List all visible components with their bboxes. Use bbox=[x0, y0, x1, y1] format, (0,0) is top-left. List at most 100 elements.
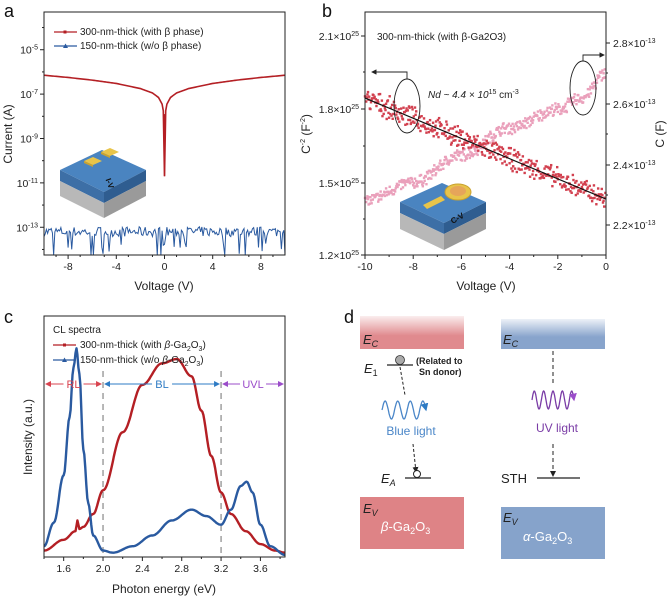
data-point-c-2 bbox=[377, 100, 380, 104]
data-point-c-2 bbox=[557, 172, 560, 176]
data-point-c-2 bbox=[422, 123, 425, 127]
data-point-c-2 bbox=[411, 108, 414, 111]
data-point-c bbox=[542, 116, 545, 119]
data-point-c bbox=[414, 185, 417, 188]
data-point-c bbox=[579, 96, 582, 99]
x-tick-label-a: -4 bbox=[112, 261, 121, 273]
data-point-c bbox=[562, 105, 565, 109]
data-point-c-2 bbox=[542, 176, 546, 180]
data-point-c bbox=[418, 174, 422, 177]
data-point-c bbox=[402, 179, 406, 182]
data-point-c-2 bbox=[601, 194, 604, 197]
data-point-c bbox=[448, 161, 451, 164]
data-point-c bbox=[422, 181, 425, 185]
data-point-c bbox=[380, 198, 383, 201]
data-point-c-2 bbox=[585, 179, 588, 183]
data-point-c-2 bbox=[572, 178, 575, 182]
data-point-c-2 bbox=[503, 160, 506, 163]
transition-dashed-2 bbox=[412, 443, 419, 473]
data-point-c-2 bbox=[575, 179, 578, 183]
data-point-c-2 bbox=[502, 152, 506, 156]
data-point-c-2 bbox=[404, 123, 407, 126]
data-point-c bbox=[516, 128, 520, 131]
x-tick-label-b: -8 bbox=[409, 261, 418, 273]
data-point-c bbox=[399, 180, 402, 183]
data-point-c bbox=[415, 179, 418, 183]
data-point-c-2 bbox=[424, 127, 428, 131]
data-point-c-2 bbox=[595, 203, 598, 206]
data-point-c-2 bbox=[405, 122, 409, 126]
data-point-c bbox=[546, 113, 550, 117]
data-point-c-2 bbox=[382, 112, 385, 116]
data-point-c bbox=[513, 128, 516, 132]
panel-label-a: a bbox=[4, 1, 15, 21]
hole-icon bbox=[413, 470, 421, 478]
data-point-c bbox=[380, 194, 384, 198]
data-point-c bbox=[502, 126, 506, 130]
data-point-c bbox=[573, 93, 576, 96]
data-point-c bbox=[522, 119, 525, 123]
legend-c: 300-nm-thick (with β-Ga2O3) 150-nm-thick… bbox=[53, 340, 206, 368]
data-point-c bbox=[423, 179, 426, 182]
data-point-c bbox=[523, 124, 526, 128]
ylabel-a: Current (A) bbox=[1, 104, 15, 163]
x-tick-label-b: -6 bbox=[457, 261, 466, 273]
data-point-c-2 bbox=[427, 130, 431, 134]
data-point-c bbox=[577, 93, 580, 97]
data-point-c-2 bbox=[495, 143, 499, 146]
data-point-c-2 bbox=[408, 106, 411, 109]
data-point-c-2 bbox=[574, 193, 578, 197]
data-point-c-2 bbox=[600, 187, 603, 191]
data-point-c-2 bbox=[533, 164, 537, 168]
y-tick-label-b-right: 2.8×10-13 bbox=[613, 38, 656, 50]
data-point-c bbox=[548, 111, 551, 115]
data-point-c bbox=[554, 105, 558, 108]
data-point-c-2 bbox=[569, 190, 572, 193]
data-point-c bbox=[392, 188, 395, 192]
data-point-c-2 bbox=[427, 127, 430, 130]
data-point-c-2 bbox=[414, 113, 417, 116]
data-point-c-2 bbox=[560, 176, 563, 179]
data-point-c bbox=[498, 132, 502, 136]
data-point-c-2 bbox=[487, 156, 491, 159]
data-point-c-2 bbox=[486, 149, 489, 152]
data-point-c-2 bbox=[472, 135, 476, 138]
data-point-c-2 bbox=[448, 135, 452, 138]
data-point-c-2 bbox=[419, 129, 422, 133]
x-tick-label-a: 0 bbox=[162, 261, 168, 273]
data-point-c bbox=[431, 174, 434, 177]
data-point-c bbox=[413, 177, 417, 180]
data-point-c-2 bbox=[468, 137, 471, 141]
data-point-c bbox=[460, 159, 464, 162]
data-point-c-2 bbox=[512, 165, 515, 168]
data-point-c-2 bbox=[469, 139, 472, 142]
data-point-c-2 bbox=[456, 124, 459, 128]
data-point-c-2 bbox=[409, 122, 412, 126]
data-point-c-2 bbox=[399, 107, 403, 110]
data-point-c-2 bbox=[375, 104, 378, 108]
data-point-c-2 bbox=[561, 184, 564, 188]
data-point-c bbox=[395, 185, 398, 188]
data-point-c-2 bbox=[455, 144, 459, 147]
data-point-c-2 bbox=[431, 121, 435, 124]
uv-light-label: UV light bbox=[536, 421, 579, 435]
data-point-c-2 bbox=[437, 135, 440, 139]
data-point-c bbox=[453, 151, 456, 155]
data-point-c-2 bbox=[603, 196, 606, 199]
data-point-c bbox=[552, 113, 555, 117]
data-point-c bbox=[455, 149, 459, 152]
data-point-c-2 bbox=[369, 107, 372, 111]
data-point-c bbox=[571, 103, 574, 106]
beta-valence-band bbox=[360, 497, 464, 549]
device-inset-cv: C-V bbox=[400, 183, 486, 250]
data-point-c-2 bbox=[396, 117, 400, 121]
data-point-c bbox=[483, 138, 487, 142]
series-line-cl-150nm bbox=[43, 347, 286, 556]
data-point-c-2 bbox=[534, 163, 537, 166]
beta-ev-label: EV bbox=[363, 501, 379, 518]
data-point-c bbox=[394, 187, 397, 190]
data-point-c-2 bbox=[515, 170, 519, 174]
y-tick-label-a: 10-5 bbox=[20, 45, 38, 57]
data-point-c bbox=[487, 133, 491, 136]
data-point-c-2 bbox=[451, 127, 455, 130]
